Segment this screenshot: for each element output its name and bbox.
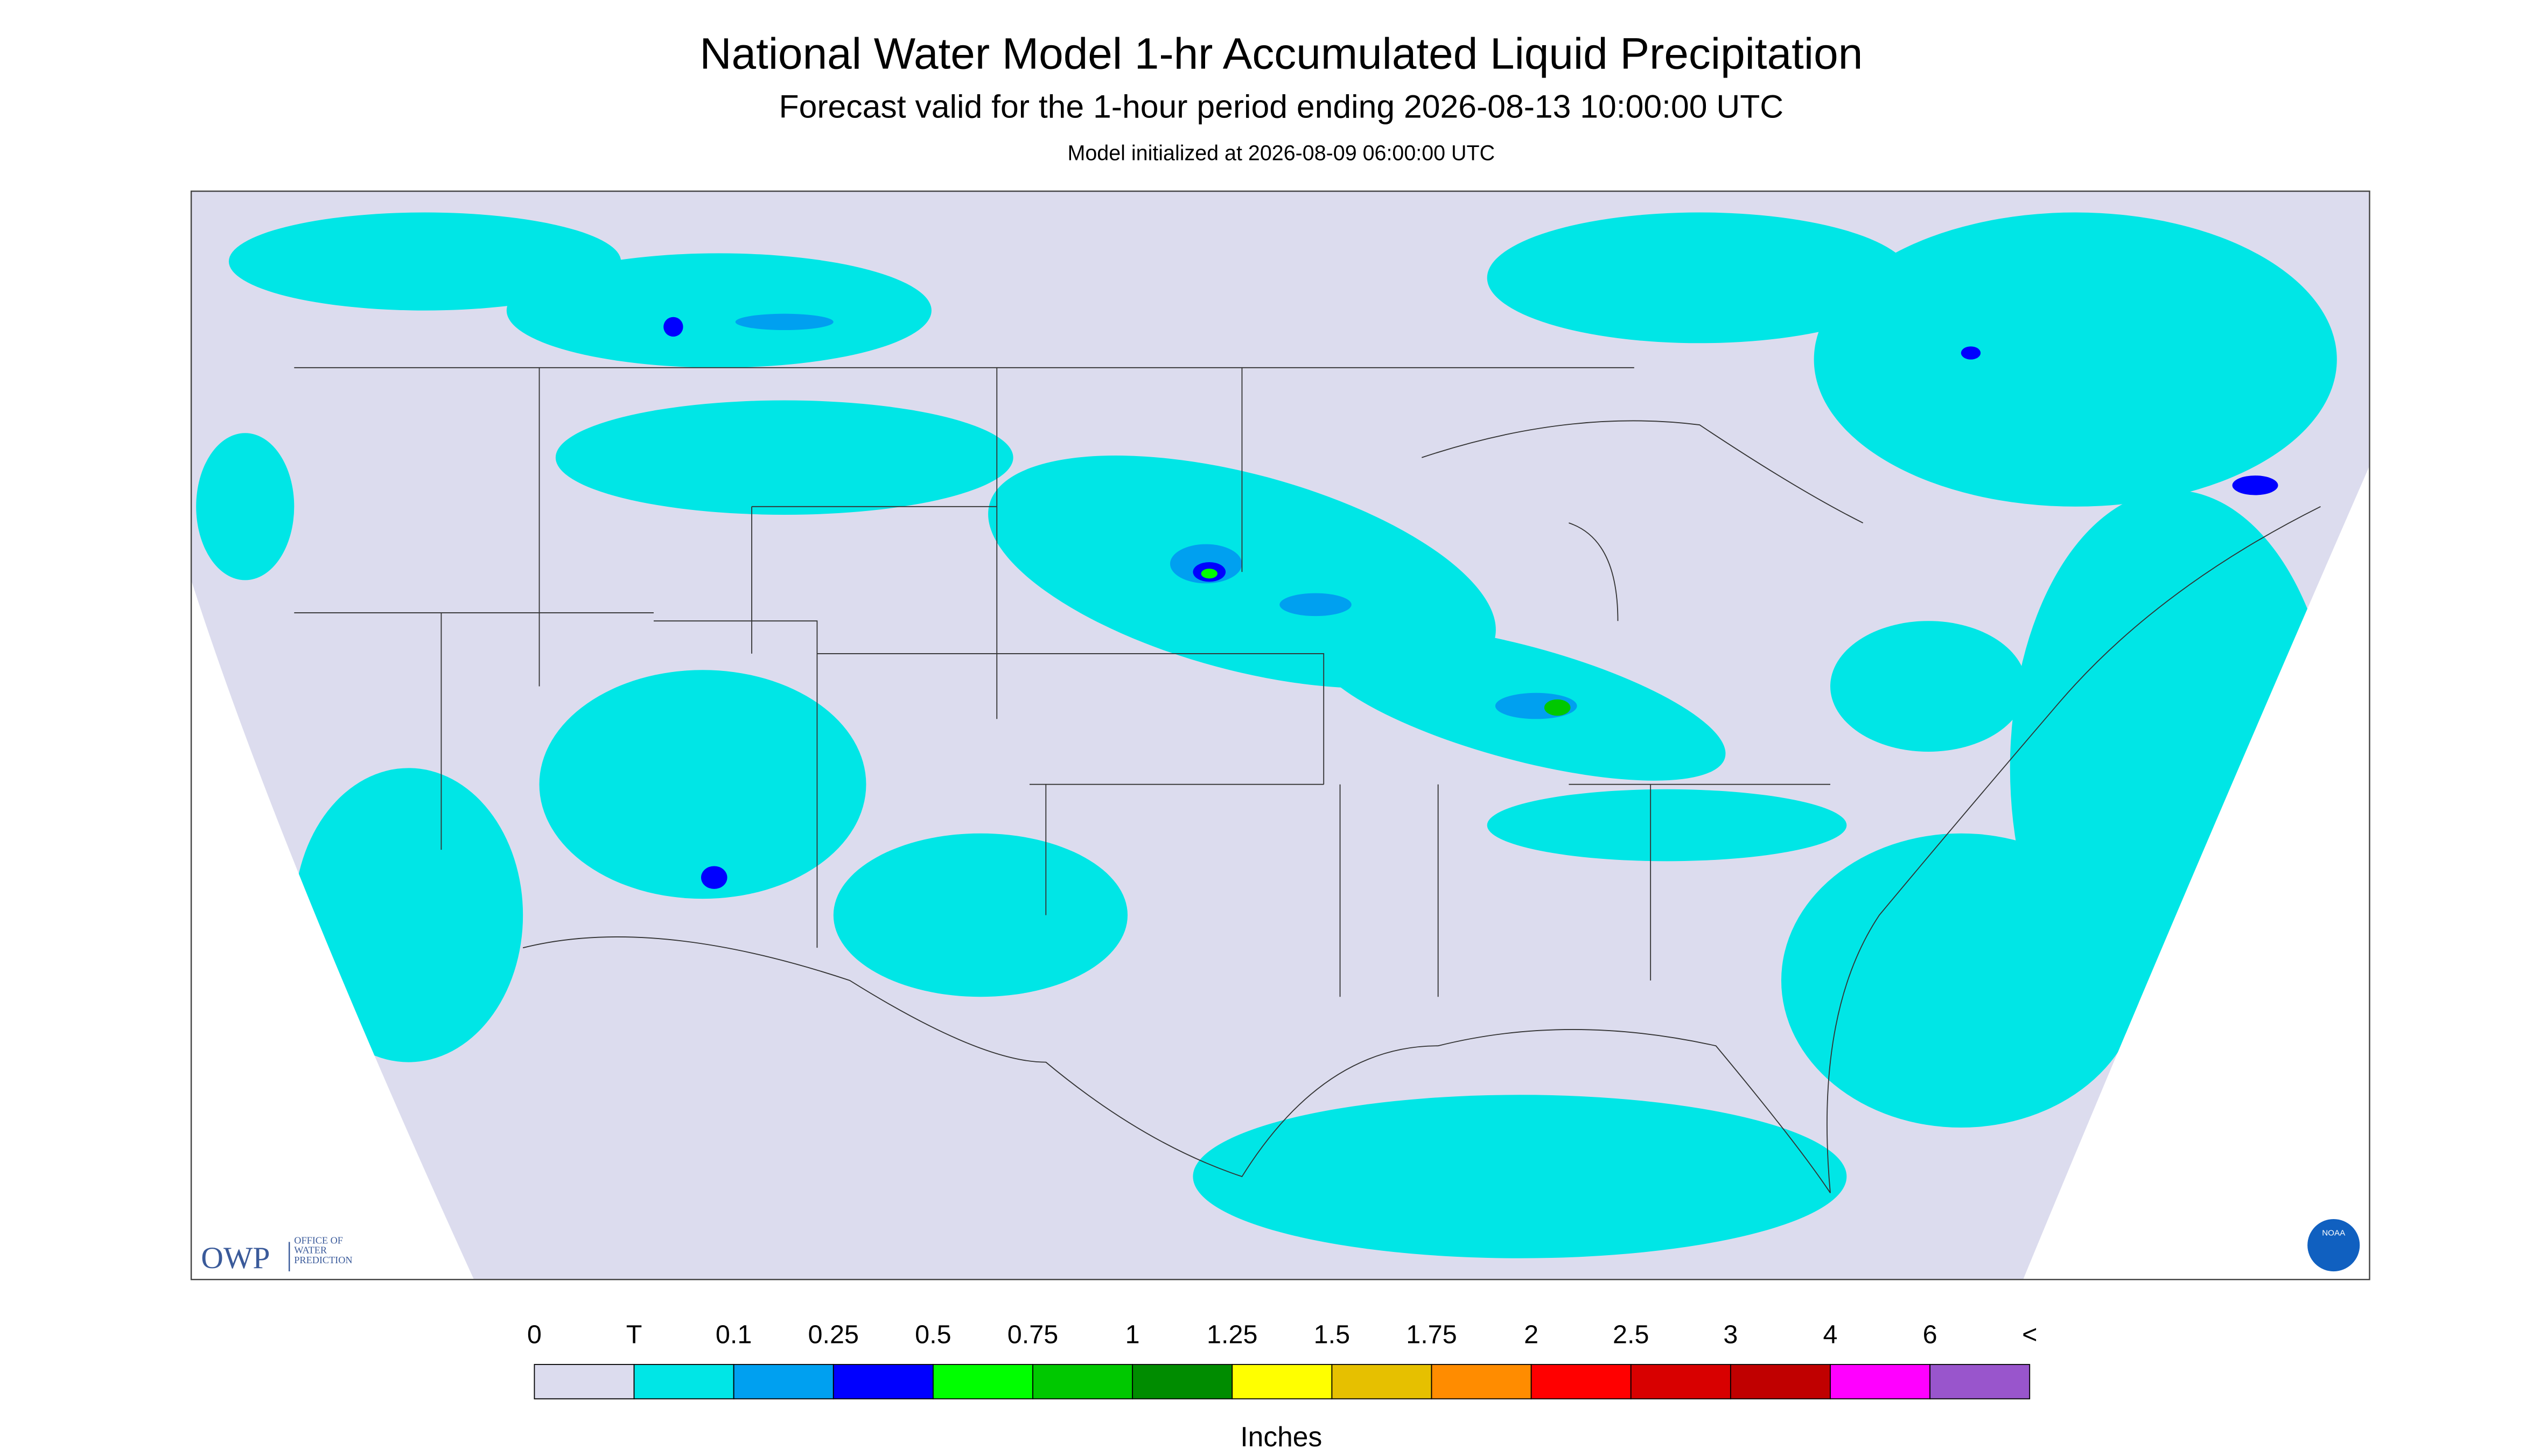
precip-area — [1781, 833, 2141, 1128]
title: National Water Model 1-hr Accumulated Li… — [699, 29, 1863, 78]
coastline — [522, 506, 2321, 1193]
precip-area — [1814, 212, 2337, 507]
map: OWP OFFICE OF WATER PREDICTION NOAA — [190, 190, 2370, 1280]
precip-cell — [663, 317, 683, 337]
precip-cell — [1544, 699, 1571, 716]
precip-area — [1193, 1095, 1847, 1258]
precip-area — [228, 212, 621, 311]
legend-swatch — [733, 1364, 834, 1399]
legend-label: 1.75 — [1406, 1320, 1457, 1349]
precip-cell — [1201, 569, 1217, 579]
owp-text-box: OFFICE OF WATER PREDICTION — [294, 1237, 353, 1266]
noaa-logo — [2307, 1219, 2360, 1272]
owp-logo: OWP — [201, 1241, 270, 1275]
legend-label: < — [2022, 1320, 2037, 1349]
subtitle: Forecast valid for the 1-hour period end… — [779, 88, 1784, 125]
legend: 0 T 0.1 0.25 0.5 0.75 1 1.25 1.5 1.75 2 2.5 3 4 6 < — [527, 1320, 2037, 1399]
legend-swatch — [932, 1364, 1033, 1399]
legend-unit: Inches — [1240, 1421, 1322, 1452]
legend-swatch — [534, 1364, 635, 1399]
great-lakes — [1422, 420, 1864, 621]
legend-label: 0.75 — [1007, 1320, 1058, 1349]
precip-area — [555, 400, 1013, 515]
precip-area — [539, 670, 866, 899]
owp-text: OFFICE OF WATER PREDICTION — [294, 1237, 353, 1266]
precip-trace — [196, 212, 2337, 1258]
legend-label: 0.1 — [716, 1320, 752, 1349]
legend-label: 4 — [1823, 1320, 1838, 1349]
legend-label: 1 — [1125, 1320, 1140, 1349]
precip-area — [506, 253, 932, 368]
precip-cell — [2232, 475, 2278, 495]
precip-area — [196, 433, 295, 580]
state-lines — [294, 367, 1831, 997]
legend-label: 3 — [1723, 1320, 1738, 1349]
legend-label: 0.25 — [808, 1320, 859, 1349]
legend-label: 6 — [1923, 1320, 1937, 1349]
precip-cell — [701, 866, 727, 889]
legend-swatch — [1231, 1364, 1333, 1399]
init-note: Model initialized at 2026-08-09 06:00:00… — [1068, 141, 1495, 165]
legend-swatch — [1431, 1364, 1532, 1399]
precip-area — [294, 768, 523, 1062]
legend-label: 1.5 — [1314, 1320, 1351, 1349]
legend-label: T — [626, 1320, 642, 1349]
precip-area — [833, 833, 1128, 997]
legend-swatch — [1032, 1364, 1133, 1399]
legend-label: 0.5 — [915, 1320, 951, 1349]
precip-cell — [1961, 346, 1981, 360]
noaa-text: NOAA — [2322, 1228, 2346, 1237]
legend-swatch — [832, 1364, 934, 1399]
legend-swatch — [1730, 1364, 1831, 1399]
legend-swatch — [633, 1364, 734, 1399]
precip-area — [1487, 212, 1912, 344]
legend-label: 1.25 — [1207, 1320, 1258, 1349]
precip-heavy — [663, 313, 2278, 889]
precip-cell — [735, 313, 834, 331]
legend-swatch — [1331, 1364, 1432, 1399]
legend-swatch — [1830, 1364, 1931, 1399]
legend-swatch — [1530, 1364, 1632, 1399]
precip-area — [1830, 621, 2027, 752]
legend-label: 0 — [527, 1320, 542, 1349]
legend-label: 2.5 — [1613, 1320, 1649, 1349]
precip-cell — [1279, 593, 1352, 617]
boundaries — [294, 367, 2321, 1193]
legend-swatch — [1132, 1364, 1233, 1399]
legend-swatch — [1630, 1364, 1731, 1399]
precip-area — [1487, 789, 1847, 862]
legend-swatch — [1929, 1364, 2031, 1399]
map-frame — [190, 190, 2370, 1280]
legend-label: 2 — [1524, 1320, 1538, 1349]
